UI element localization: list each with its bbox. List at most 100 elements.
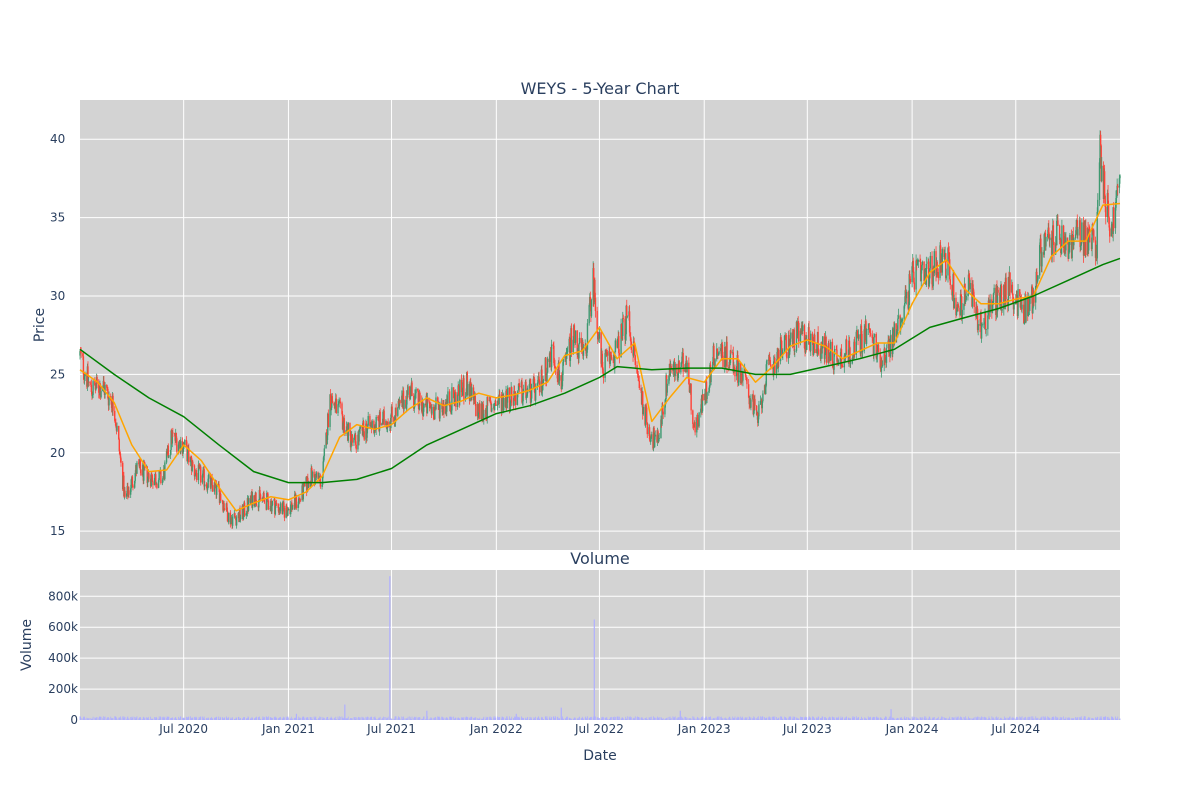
candle-body	[839, 356, 842, 365]
candle-body	[923, 274, 926, 281]
candle-body	[415, 388, 417, 394]
volume-bar	[350, 718, 352, 720]
volume-bar	[777, 718, 779, 720]
candle-body	[329, 394, 331, 427]
volume-bar	[354, 717, 355, 720]
volume-bar	[398, 717, 400, 720]
volume-bar	[495, 717, 497, 720]
volume-bar	[858, 716, 859, 720]
volume-bar	[931, 718, 933, 720]
volume-bar	[338, 718, 340, 720]
candle-body	[884, 348, 886, 362]
candle-body	[706, 392, 708, 400]
candle-body	[417, 388, 419, 391]
volume-bar	[629, 717, 631, 720]
candle-body	[1045, 237, 1047, 247]
candle-body	[341, 413, 344, 430]
volume-bar	[493, 716, 495, 720]
volume-bar	[88, 718, 89, 720]
candle-body	[963, 304, 965, 310]
volume-bar	[397, 716, 399, 720]
volume-bar	[286, 718, 288, 720]
candle-body	[1109, 227, 1111, 237]
candle-body	[604, 353, 606, 378]
volume-spike-bar	[515, 713, 517, 720]
volume-bar	[429, 718, 431, 720]
candle-body	[399, 400, 401, 403]
volume-bar	[993, 717, 994, 720]
candle-body	[916, 263, 918, 265]
candle-body	[353, 437, 355, 443]
candle-body	[714, 359, 716, 367]
volume-bar	[124, 717, 125, 720]
candle-body	[750, 399, 752, 408]
volume-bar	[237, 717, 239, 720]
candle-body	[414, 393, 417, 395]
candle-body	[485, 418, 488, 420]
candle-body	[234, 516, 237, 518]
candle-body	[1060, 247, 1063, 254]
volume-bar	[995, 717, 997, 720]
candle-body	[553, 345, 555, 364]
candle-body	[863, 329, 865, 351]
volume-bar	[525, 718, 527, 720]
volume-bar	[617, 716, 619, 720]
candle-body	[634, 355, 637, 366]
volume-bar	[314, 717, 316, 720]
candle-body	[932, 268, 934, 287]
candle-body	[258, 489, 261, 501]
volume-bar	[808, 716, 810, 720]
candle-body	[417, 390, 420, 407]
volume-bar	[207, 717, 209, 720]
volume-bar	[600, 719, 602, 720]
volume-bar	[565, 716, 567, 720]
volume-bar	[917, 718, 919, 720]
volume-bar	[104, 717, 105, 720]
volume-bar	[1031, 718, 1033, 720]
candle-body	[698, 412, 700, 427]
volume-bar	[993, 718, 995, 720]
candle-body	[741, 380, 744, 382]
volume-bar	[278, 718, 280, 720]
volume-bar	[967, 718, 969, 720]
candle-body	[334, 402, 336, 409]
candle-body	[203, 469, 205, 487]
candle-body	[701, 394, 704, 412]
volume-bar	[540, 717, 542, 720]
candle-body	[646, 407, 648, 423]
candle-body	[529, 378, 532, 403]
volume-bar	[792, 718, 793, 720]
volume-bar	[503, 717, 505, 720]
candle-body	[347, 422, 349, 441]
volume-bar	[83, 716, 84, 720]
candle-body	[761, 401, 764, 409]
volume-bar	[1072, 718, 1074, 720]
volume-bar	[219, 716, 221, 720]
volume-bar	[644, 718, 646, 720]
volume-bar	[518, 716, 520, 720]
volume-bar	[666, 718, 668, 720]
volume-bar	[302, 716, 304, 720]
volume-bar	[831, 716, 833, 720]
volume-bar	[298, 718, 300, 720]
volume-bar	[120, 718, 122, 720]
volume-bar	[657, 716, 658, 720]
candle-body	[1107, 192, 1109, 205]
volume-bar	[1117, 716, 1119, 720]
volume-bar	[537, 717, 539, 720]
candle-body	[913, 271, 915, 283]
candle-body	[1068, 244, 1071, 250]
volume-bar	[453, 716, 455, 720]
candle-body	[253, 495, 255, 506]
volume-bar	[576, 718, 578, 720]
volume-bar	[342, 717, 343, 720]
candle-body	[351, 434, 353, 443]
volume-bar	[609, 718, 611, 720]
volume-bar	[792, 716, 794, 720]
candle-body	[108, 396, 110, 406]
volume-bar	[879, 718, 881, 720]
candle-body	[92, 381, 94, 396]
volume-bar	[778, 717, 780, 720]
volume-bar	[782, 718, 784, 720]
candle-body	[226, 510, 229, 522]
